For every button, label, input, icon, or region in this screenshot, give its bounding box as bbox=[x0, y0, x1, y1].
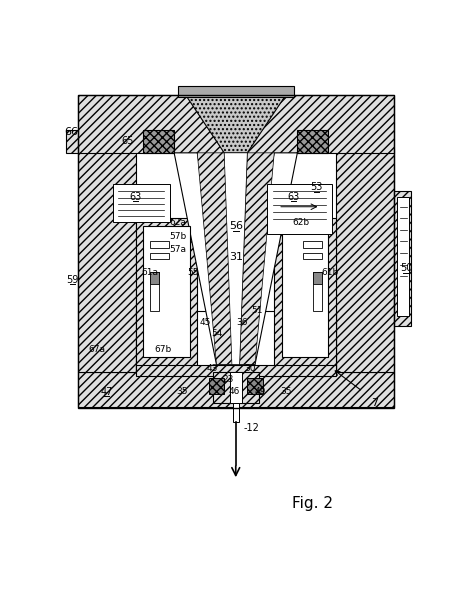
Text: 55: 55 bbox=[187, 268, 199, 277]
Text: -12: -12 bbox=[243, 423, 258, 433]
Text: 67a: 67a bbox=[89, 344, 106, 353]
Bar bbox=[143, 130, 174, 153]
Polygon shape bbox=[239, 153, 274, 365]
Text: 59: 59 bbox=[66, 275, 78, 285]
Bar bbox=[212, 372, 258, 403]
Text: 61a: 61a bbox=[141, 268, 158, 277]
Polygon shape bbox=[224, 153, 247, 365]
Text: 63: 63 bbox=[287, 192, 299, 202]
Bar bbox=[135, 365, 335, 376]
Text: 65: 65 bbox=[122, 136, 134, 146]
Text: Fig. 2: Fig. 2 bbox=[291, 496, 332, 511]
Bar bbox=[312, 272, 321, 284]
Bar bbox=[66, 130, 78, 153]
Bar bbox=[312, 272, 321, 311]
Bar bbox=[397, 197, 408, 316]
Text: 31: 31 bbox=[228, 252, 242, 262]
Bar bbox=[78, 95, 393, 153]
Bar bbox=[78, 372, 393, 407]
Polygon shape bbox=[231, 153, 297, 365]
Text: 49: 49 bbox=[254, 387, 265, 396]
Text: 23: 23 bbox=[222, 376, 233, 385]
Text: 53: 53 bbox=[310, 182, 322, 193]
Bar bbox=[143, 226, 189, 357]
Bar bbox=[78, 149, 135, 372]
Text: 47: 47 bbox=[100, 386, 112, 397]
Polygon shape bbox=[197, 153, 239, 365]
Bar bbox=[302, 253, 321, 259]
Bar bbox=[135, 311, 335, 372]
Text: 63: 63 bbox=[129, 192, 141, 202]
Bar bbox=[149, 272, 158, 284]
Bar bbox=[281, 226, 327, 357]
Bar bbox=[274, 218, 335, 372]
Text: 35: 35 bbox=[176, 387, 187, 396]
Text: 7: 7 bbox=[370, 398, 377, 408]
Bar bbox=[302, 241, 321, 248]
Text: 46: 46 bbox=[228, 387, 240, 396]
Text: 54: 54 bbox=[210, 329, 222, 338]
Text: 66: 66 bbox=[64, 127, 78, 137]
Text: 67b: 67b bbox=[154, 344, 171, 353]
Text: 50: 50 bbox=[399, 263, 411, 274]
Bar bbox=[78, 95, 393, 408]
Bar bbox=[247, 379, 262, 394]
Bar bbox=[335, 149, 393, 372]
Bar bbox=[149, 272, 158, 311]
Text: 35: 35 bbox=[280, 387, 291, 396]
Bar bbox=[208, 379, 224, 394]
Bar bbox=[149, 253, 168, 259]
Bar bbox=[266, 184, 331, 233]
Bar bbox=[393, 191, 409, 326]
Bar bbox=[232, 403, 238, 422]
Text: 62a: 62a bbox=[169, 218, 186, 227]
Bar bbox=[149, 241, 168, 248]
Bar bbox=[229, 372, 241, 403]
Text: 56: 56 bbox=[228, 221, 242, 231]
Text: 57b: 57b bbox=[169, 232, 186, 241]
Text: 57a: 57a bbox=[169, 245, 186, 254]
Bar bbox=[112, 184, 170, 222]
Text: 36: 36 bbox=[235, 318, 247, 327]
Text: 45: 45 bbox=[199, 318, 210, 327]
Text: 30: 30 bbox=[243, 364, 255, 373]
Bar bbox=[135, 218, 197, 372]
Text: 51: 51 bbox=[251, 306, 263, 315]
Polygon shape bbox=[185, 95, 285, 153]
Text: 62b: 62b bbox=[292, 218, 309, 227]
Text: 61b: 61b bbox=[320, 268, 337, 277]
Text: 43: 43 bbox=[207, 364, 218, 373]
Bar bbox=[297, 130, 327, 153]
Polygon shape bbox=[174, 153, 239, 365]
Bar bbox=[178, 86, 293, 97]
